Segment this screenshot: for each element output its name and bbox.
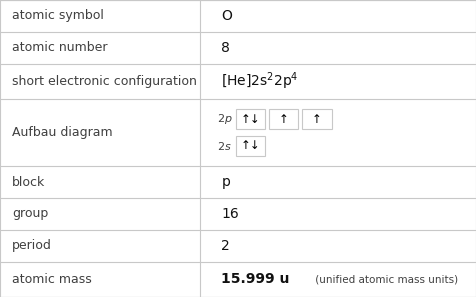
FancyBboxPatch shape: [302, 109, 332, 129]
Text: 2$p$: 2$p$: [217, 112, 232, 126]
Text: 2: 2: [221, 239, 230, 253]
Text: ↑↓: ↑↓: [240, 113, 260, 126]
Text: ↑: ↑: [279, 113, 288, 126]
Text: 2$s$: 2$s$: [217, 140, 231, 152]
Text: (unified atomic mass units): (unified atomic mass units): [312, 274, 458, 285]
Text: ↑: ↑: [312, 113, 322, 126]
Text: atomic symbol: atomic symbol: [12, 10, 104, 23]
Text: atomic mass: atomic mass: [12, 273, 92, 286]
Text: p: p: [221, 175, 230, 189]
Text: 16: 16: [221, 207, 239, 221]
Text: Aufbau diagram: Aufbau diagram: [12, 126, 112, 139]
Text: 15.999 u: 15.999 u: [221, 272, 290, 286]
Text: period: period: [12, 239, 52, 252]
Text: $\mathregular{[He]2s^{2}2p^{4}}$: $\mathregular{[He]2s^{2}2p^{4}}$: [221, 71, 299, 92]
Text: ↑↓: ↑↓: [240, 140, 260, 152]
Text: short electronic configuration: short electronic configuration: [12, 75, 197, 88]
FancyBboxPatch shape: [269, 109, 298, 129]
FancyBboxPatch shape: [236, 136, 265, 156]
Text: group: group: [12, 208, 48, 220]
Text: O: O: [221, 9, 232, 23]
Text: block: block: [12, 176, 45, 189]
FancyBboxPatch shape: [236, 109, 265, 129]
Text: atomic number: atomic number: [12, 41, 108, 54]
Text: 8: 8: [221, 41, 230, 55]
